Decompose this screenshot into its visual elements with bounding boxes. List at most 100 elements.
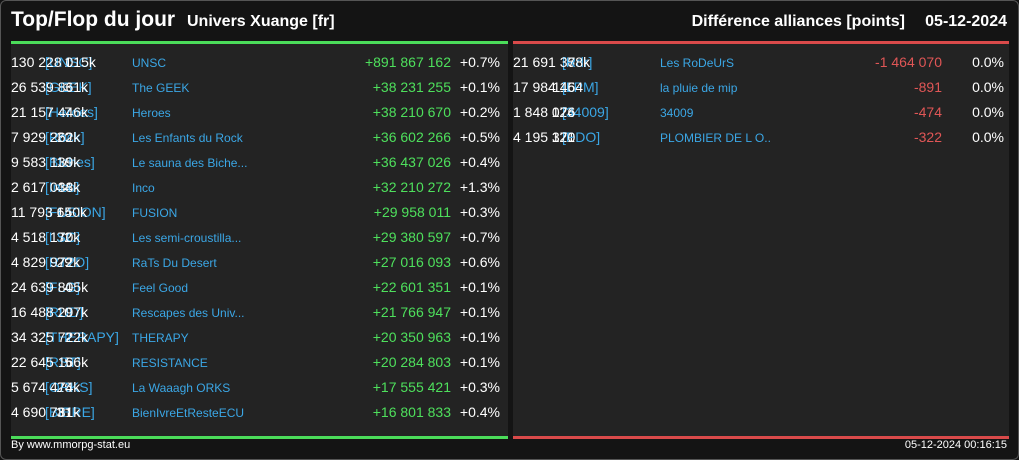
points-value: 11 793 650k: [11, 204, 88, 220]
top-row: 1 [UNSC] UNSC 130 228 015k +891 867 162 +0.7%: [11, 51, 508, 76]
alliance-name-link[interactable]: Les Enfants du Rock: [132, 131, 243, 145]
delta-value: -1 464 070: [875, 54, 942, 70]
delta-value: +29 380 597: [372, 229, 451, 245]
alliance-tag-link[interactable]: [THERAPY]: [45, 329, 119, 345]
percent-value: +0.1%: [459, 329, 500, 345]
subtitle-label: Différence alliances [points]: [691, 13, 905, 30]
alliance-tag-link[interactable]: [Rock]: [45, 129, 85, 145]
percent-value: +0.7%: [459, 54, 500, 70]
percent-value: +0.4%: [459, 154, 500, 170]
alliance-name-link[interactable]: PLOMBIER DE L O...: [660, 131, 770, 145]
rank-value: 20: [56, 129, 72, 145]
delta-value: -891: [913, 79, 942, 95]
rank-value: 14: [56, 204, 72, 220]
alliance-tag-link[interactable]: [Inco]: [45, 179, 80, 195]
alliance-name-link[interactable]: La Waaagh ORKS: [132, 381, 231, 395]
delta-value: +891 867 162: [364, 54, 451, 70]
percent-value: +1.3%: [459, 179, 500, 195]
rank-value: 44: [56, 179, 72, 195]
delta-value: +16 801 833: [372, 404, 451, 420]
delta-value: +27 016 093: [372, 254, 451, 270]
rank-value: 29: [56, 254, 72, 270]
alliance-name-link[interactable]: UNSC: [132, 56, 167, 70]
delta-value: +21 766 947: [372, 304, 451, 320]
alliance-name-link[interactable]: Feel Good: [132, 281, 189, 295]
alliance-name-link[interactable]: la pluie de mip: [660, 81, 738, 95]
alliance-tag-link[interactable]: [ORKS]: [45, 379, 93, 395]
percent-value: 0.0%: [972, 54, 1004, 70]
percent-value: +0.2%: [459, 104, 500, 120]
top-row: 7 [Heroes] Heroes 21 157 446k +38 210 670 +0.…: [11, 101, 508, 126]
alliance-name-link[interactable]: BienIvreEtResteECU: [132, 406, 245, 420]
top-row: 29 [RT2D] RaTs Du Desert 4 829 972k +27 016 …: [11, 251, 508, 276]
footer-credit-link[interactable]: By www.mmorpg-stat.eu: [11, 439, 131, 451]
top-row: 31 [BIERE] BienIvreEtResteECU 4 690 781k +16…: [11, 401, 508, 426]
rank-value: 121: [551, 129, 575, 145]
alliance-name-link[interactable]: RESISTANCE: [132, 356, 208, 370]
top-row: 4 [FLG] Feel Good 24 639 805k +22 601 351 +0.…: [11, 276, 508, 301]
rank-value: 115: [552, 79, 575, 95]
footer-timestamp: 05-12-2024 00:16:15: [904, 439, 1007, 451]
alliance-tag-link[interactable]: [LSC]: [45, 229, 81, 245]
universe-label: Univers Xuange [fr]: [187, 13, 335, 30]
alliance-tag-link[interactable]: [LPM]: [562, 79, 599, 95]
points-value: 4 829 972k: [11, 254, 81, 270]
points-value: 26 539 861k: [11, 79, 89, 95]
percent-value: 0.0%: [972, 79, 1004, 95]
alliance-tag-link[interactable]: [FLG]: [45, 279, 81, 295]
percent-value: +0.1%: [459, 304, 500, 320]
alliance-name-link[interactable]: Rescapes des Univ...: [132, 306, 245, 320]
alliance-tag-link[interactable]: [BIERE]: [45, 404, 95, 420]
delta-value: +20 284 803: [372, 354, 451, 370]
rank-value: 26: [56, 379, 72, 395]
alliance-name-link[interactable]: Heroes: [132, 106, 171, 120]
alliance-tag-link[interactable]: [Heroes]: [45, 104, 98, 120]
alliance-name-link[interactable]: The GEEK: [132, 81, 190, 95]
alliance-name-link[interactable]: Inco: [132, 181, 155, 195]
top-row: 16 [Biches] Le sauna des Biche... 9 583 139…: [11, 151, 508, 176]
flop-row: 6 [Rdr] Les RoDeUrS 21 691 378k -1 464 070 0.…: [513, 51, 1009, 76]
percent-value: 0.0%: [972, 129, 1004, 145]
percent-value: +0.1%: [459, 354, 500, 370]
delta-value: +32 210 272: [372, 179, 451, 195]
alliance-tag-link[interactable]: [RST]: [45, 354, 81, 370]
alliance-tag-link[interactable]: [GEEK]: [45, 79, 92, 95]
points-value: 2 617 038k: [11, 179, 81, 195]
alliance-name-link[interactable]: Les RoDeUrS: [660, 56, 735, 70]
alliance-name-link[interactable]: FUSION: [132, 206, 178, 220]
rank-value: 3: [64, 79, 72, 95]
delta-value: -474: [913, 104, 942, 120]
top-panel: 1 [UNSC] UNSC 130 228 015k +891 867 162 +0.7%…: [11, 41, 508, 439]
rank-value: 1: [64, 54, 72, 70]
alliance-name-link[interactable]: Les semi-croustilla...: [132, 231, 242, 245]
top-row: 32 [LSC] Les semi-croustilla... 4 518 170k +…: [11, 226, 508, 251]
alliance-tag-link[interactable]: [Biches]: [45, 154, 95, 170]
flop-row: 124 [34009] 34009 1 848 076 -474 0.0%: [513, 101, 1009, 126]
alliance-name-link[interactable]: THERAPY: [132, 331, 189, 345]
top-row: 10 [RUD] Rescapes des Univ... 16 488 297k +2…: [11, 301, 508, 326]
alliance-tag-link[interactable]: [Rdr]: [562, 54, 593, 70]
points-value: 5 674 474k: [11, 379, 81, 395]
alliance-name-link[interactable]: RaTs Du Desert: [132, 256, 217, 270]
delta-value: +29 958 011: [373, 204, 451, 220]
alliance-tag-link[interactable]: [FUSION]: [45, 204, 106, 220]
flop-list: 6 [Rdr] Les RoDeUrS 21 691 378k -1 464 070 0.…: [513, 51, 1009, 151]
alliance-tag-link[interactable]: [RT2D]: [45, 254, 90, 270]
rank-value: 2: [64, 329, 72, 345]
points-value: 130 228 015k: [11, 54, 96, 70]
rank-value: 5: [64, 354, 72, 370]
top-row: 3 [GEEK] The GEEK 26 539 861k +38 231 255 +0.…: [11, 76, 508, 101]
top-list: 1 [UNSC] UNSC 130 228 015k +891 867 162 +0.7%…: [11, 51, 508, 426]
percent-value: +0.7%: [459, 229, 500, 245]
points-value: 24 639 805k: [11, 279, 89, 295]
top-row: 5 [RST] RESISTANCE 22 645 166k +20 284 803 +0…: [11, 351, 508, 376]
alliance-tag-link[interactable]: [RUD]: [45, 304, 84, 320]
alliance-name-link[interactable]: 34009: [660, 106, 694, 120]
alliance-tag-link[interactable]: [UNSC]: [45, 54, 93, 70]
percent-value: +0.6%: [459, 254, 500, 270]
alliance-tag-link[interactable]: [34009]: [562, 104, 609, 120]
alliance-tag-link[interactable]: [PDO]: [562, 129, 601, 145]
points-value: 9 583 139k: [11, 154, 81, 170]
alliance-name-link[interactable]: Le sauna des Biche...: [132, 156, 248, 170]
